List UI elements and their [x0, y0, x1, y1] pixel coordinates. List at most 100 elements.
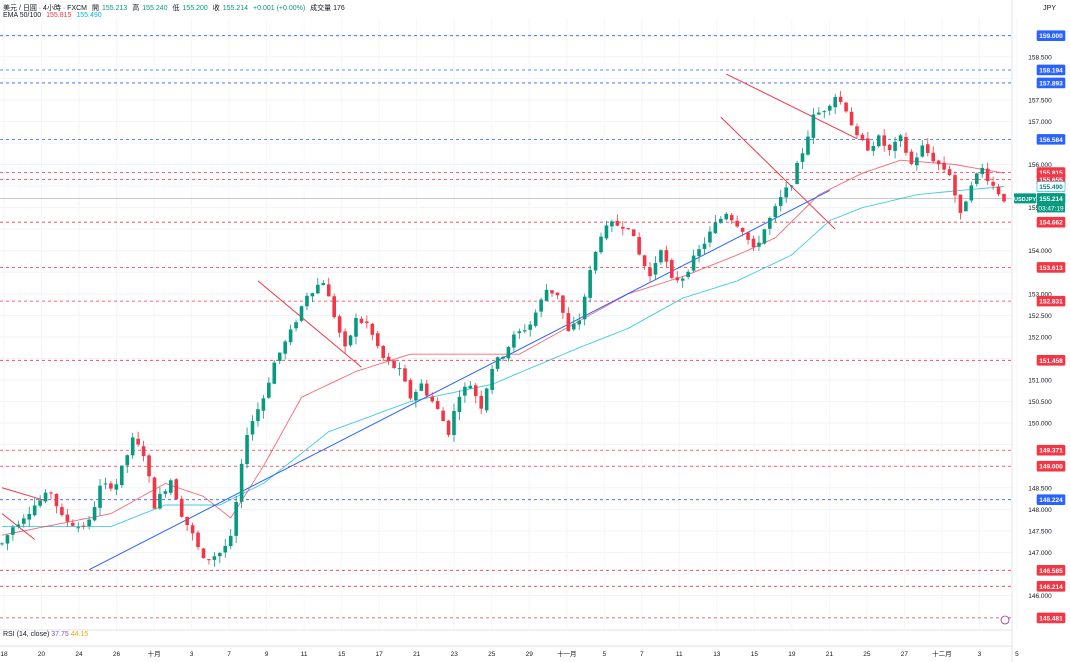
candle-body: [190, 525, 195, 534]
candle-body: [38, 500, 42, 506]
candle-body: [223, 545, 228, 553]
candle-body: [261, 398, 266, 411]
y-tick-label: 157.500: [1028, 97, 1052, 104]
candle-body: [479, 395, 484, 409]
price-label-text: 146.214: [1039, 584, 1063, 591]
candle-body: [120, 465, 124, 486]
price-label: 146.214: [1036, 580, 1066, 592]
price-label: 158.194: [1036, 64, 1066, 76]
price-label: 149.371: [1036, 444, 1066, 456]
open-label: 開: [91, 5, 99, 12]
candle-body: [773, 206, 778, 218]
price-label: 151.458: [1036, 354, 1066, 366]
candle-body: [484, 388, 489, 411]
candle-body: [778, 197, 783, 206]
candle-body: [893, 141, 897, 151]
price-label-bg: [1036, 295, 1066, 307]
candle-body: [234, 502, 238, 536]
price-label-bg: [1036, 580, 1066, 592]
candle-body: [746, 232, 750, 240]
candle-body: [299, 306, 304, 321]
x-tick-label: 9: [265, 651, 269, 658]
price-label-text: 155.655: [1039, 177, 1063, 184]
candle-body: [239, 463, 244, 502]
x-tick-label: 18: [0, 651, 8, 658]
x-tick-label: 15: [751, 651, 759, 658]
price-label-bg: [1036, 64, 1066, 76]
ema-slow-value: 155.490: [76, 12, 102, 19]
candle-body: [757, 242, 761, 247]
price-label-bg: [1036, 460, 1066, 472]
candle-body: [953, 175, 957, 196]
x-tick-label: 11: [676, 651, 683, 658]
candle-body: [833, 97, 837, 108]
candle-body: [517, 331, 522, 334]
y-tick-label: 147.500: [1028, 528, 1052, 535]
candle-body: [653, 263, 658, 275]
candle-body: [887, 144, 892, 151]
candle-body: [740, 227, 745, 232]
candle-body: [969, 185, 974, 201]
candle-body: [974, 173, 979, 184]
price-label-bg: [1036, 134, 1066, 145]
candle-body: [996, 186, 1001, 195]
x-tick-label: 5: [1015, 651, 1019, 658]
candle-body: [925, 144, 930, 154]
ema-label: EMA 50/100: [3, 12, 42, 19]
candle-body: [958, 194, 963, 213]
candle-body: [539, 299, 543, 312]
candle-body: [686, 271, 690, 277]
x-tick-label: 5: [602, 651, 606, 658]
high-label: 高: [132, 5, 140, 12]
price-label: 159.000: [1036, 30, 1066, 41]
candle-body: [762, 229, 767, 244]
ema-legend[interactable]: EMA 50/100 155.815 155.490: [3, 12, 105, 19]
ema-fast-line: [1, 159, 1005, 536]
price-label: 155.214: [1036, 193, 1066, 204]
price-label-text: 157.893: [1039, 80, 1063, 87]
candle-body: [947, 169, 952, 176]
price-label: 149.000: [1036, 460, 1066, 472]
candle-body: [446, 420, 451, 435]
candle-body: [904, 136, 908, 153]
y-tick-label: 158.500: [1028, 54, 1052, 61]
candle-body: [713, 222, 718, 234]
candle-body: [87, 519, 91, 526]
candle-body: [81, 525, 86, 527]
price-label-bg: [1036, 444, 1066, 456]
candle-body: [751, 238, 756, 248]
candle-body: [577, 320, 582, 325]
candle-body: [11, 527, 15, 535]
candle-body: [936, 160, 941, 165]
candle-body: [827, 105, 832, 111]
rsi-legend[interactable]: RSI (14, close) 37.75 44.15: [3, 631, 88, 638]
symbol-tag-bg: [1014, 193, 1036, 204]
candle-body: [163, 491, 168, 494]
y-tick-label: 152.500: [1028, 313, 1052, 320]
downtrend-line-1: [1, 487, 46, 502]
candle-body: [648, 267, 652, 277]
volume-value: 成交量 176: [310, 5, 345, 12]
candle-body: [310, 293, 315, 297]
candle-body: [250, 421, 255, 435]
candle-body: [381, 345, 385, 358]
candle-body: [21, 518, 26, 524]
candle-body: [452, 411, 456, 436]
rsi-value-1: 37.75: [51, 631, 69, 638]
x-tick-label: 25: [488, 651, 496, 658]
candle-body: [735, 220, 739, 227]
candle-body: [838, 96, 843, 102]
countdown-label: 03:47:19: [1038, 205, 1064, 212]
candle-body: [1002, 193, 1006, 202]
price-label: 156.584: [1036, 134, 1066, 145]
candle-body: [512, 334, 516, 348]
x-tick-label: 24: [75, 651, 83, 658]
low-label: 低: [172, 5, 180, 12]
ema-slow-line: [2, 186, 1005, 528]
price-label-bg: [1036, 30, 1066, 41]
candle-body: [370, 323, 375, 335]
candle-body: [337, 316, 342, 333]
candle-body: [664, 250, 669, 262]
price-label-text: 152.831: [1039, 299, 1063, 306]
